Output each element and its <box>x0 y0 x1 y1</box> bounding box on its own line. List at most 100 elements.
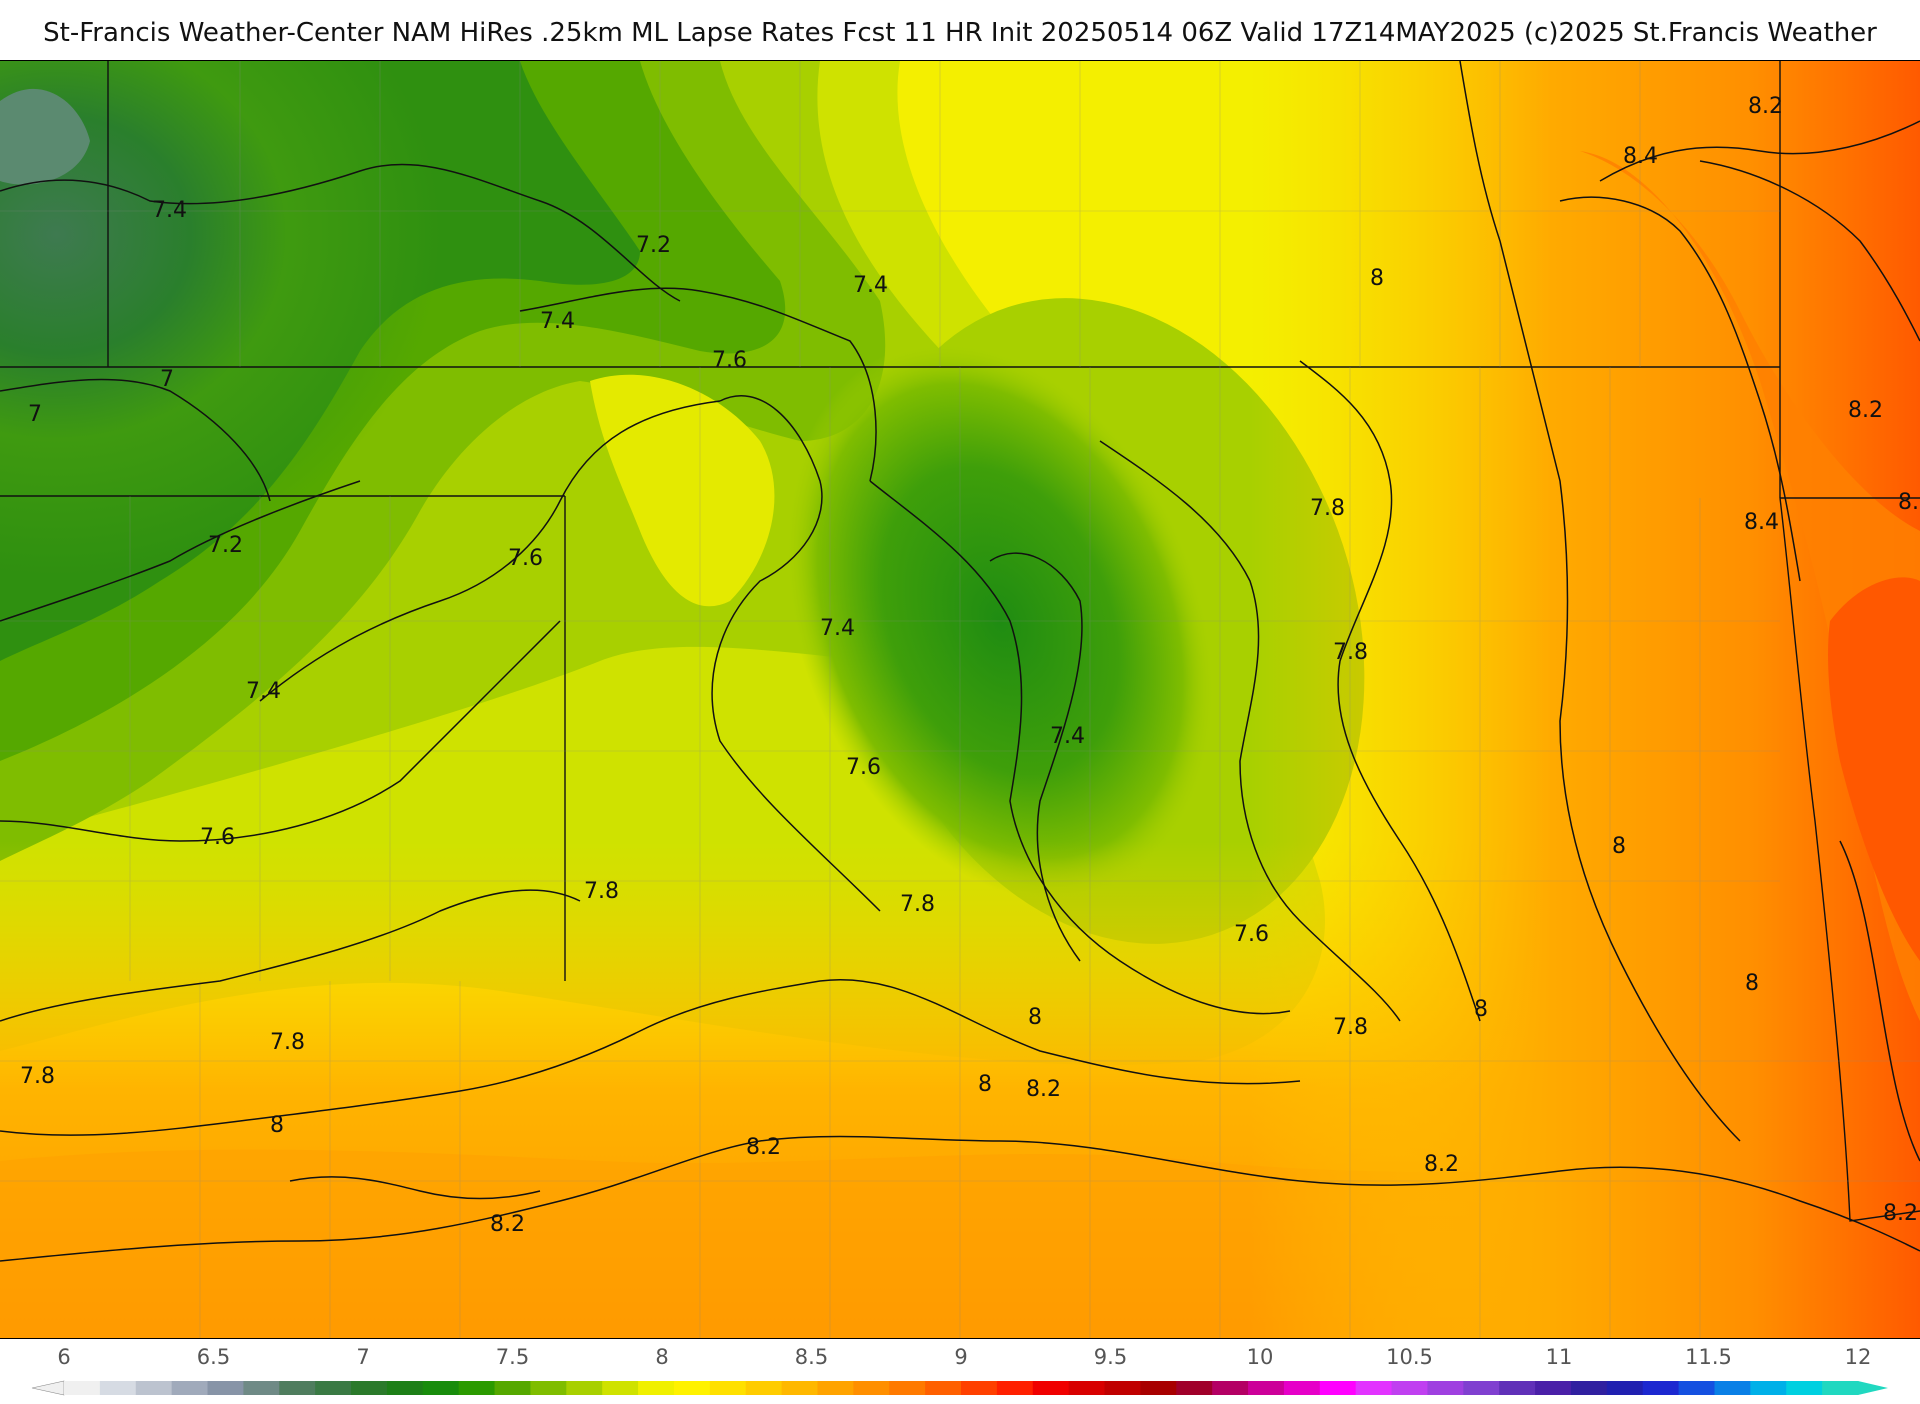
contour-7 <box>0 378 271 502</box>
colorbar-swatch <box>1750 1381 1787 1395</box>
contour-label: 8.2 <box>1848 398 1883 423</box>
colorbar-swatch <box>1068 1381 1106 1395</box>
colorbar-left-arrow <box>31 1380 65 1396</box>
contour-label: 7 <box>160 367 174 392</box>
colorbar-swatch <box>99 1381 137 1395</box>
colorbar-ticks: 6 6.5 7 7.5 8 8.5 9 9.5 10 10.5 11 11.5 12 <box>57 1345 1871 1369</box>
contour-7-4 <box>259 400 721 702</box>
contour-8-2-sw <box>289 1176 541 1200</box>
contour-label: 7.6 <box>200 825 235 850</box>
contour-label: 7.4 <box>246 679 281 704</box>
center-blob-core <box>785 341 1215 901</box>
contour-label: 8.2 <box>1883 1201 1918 1226</box>
contour-label: 7.8 <box>20 1064 55 1089</box>
contour-label: 7.8 <box>270 1030 305 1055</box>
contour-7-4-north <box>0 163 681 302</box>
colorbar-swatch <box>996 1381 1034 1395</box>
colorbar-swatch <box>1786 1381 1823 1395</box>
colorbar-swatch <box>315 1381 352 1395</box>
colorbar-tick-label: 8 <box>655 1345 668 1369</box>
colorbar-swatch <box>1606 1381 1644 1395</box>
colorbar-swatch <box>1319 1381 1357 1395</box>
contour-label: 8.4 <box>1744 510 1779 535</box>
contour-label: 8 <box>1370 266 1384 291</box>
contour-8-south <box>0 979 1301 1136</box>
contour-label: 7.2 <box>636 233 671 258</box>
contour-7-8-east <box>1099 440 1401 1022</box>
colorbar-swatch <box>279 1381 316 1395</box>
colorbar-swatch <box>961 1381 998 1395</box>
colorbar-swatch <box>745 1381 783 1395</box>
map-canvas: 7.4 7.2 7.4 7.4 7 7 7.6 7.2 7.6 7.4 7.6 7.8 7.8 7.8 8 8… <box>0 61 1920 1338</box>
yellow-tongue <box>590 374 775 607</box>
contour-labels: 7.4 7.2 7.4 7.4 7 7 7.6 7.2 7.6 7.4 7.6 7.8 7.8 7.8 8 8… <box>20 94 1920 1237</box>
colorbar: 6 6.5 7 7.5 8 8.5 9 9.5 10 10.5 11 11.5 12 <box>0 1339 1920 1400</box>
contour-label: 8.2 <box>490 1212 525 1237</box>
contour-label: 8 <box>270 1113 284 1138</box>
contour-label: 7.8 <box>1310 496 1345 521</box>
green-region-core <box>0 61 700 681</box>
colorbar-tick-label: 10.5 <box>1386 1345 1433 1369</box>
colorbar-swatch <box>1678 1381 1715 1395</box>
contour-7-8-west <box>0 889 581 1022</box>
map-title: St-Francis Weather-Center NAM HiRes .25k… <box>43 18 1877 48</box>
colorbar-swatch <box>602 1381 639 1395</box>
contour-label: 7.8 <box>584 879 619 904</box>
east-orange-band <box>1580 151 1920 1021</box>
lapse-rate-map: 7.4 7.2 7.4 7.4 7 7 7.6 7.2 7.6 7.4 7.6 7.8 7.8 7.8 8 8… <box>0 60 1920 1339</box>
colorbar-swatch <box>1212 1381 1249 1395</box>
contour-7-4-center <box>989 552 1083 962</box>
contour-label: 7.4 <box>853 273 888 298</box>
colorbar-swatch <box>1248 1381 1285 1395</box>
contour-8-4 <box>1559 196 1801 582</box>
colorbar-tick-label: 11 <box>1546 1345 1573 1369</box>
colorbar-swatch <box>1427 1381 1464 1395</box>
contour-label: 7.6 <box>712 348 747 373</box>
colorbar-swatch <box>422 1381 460 1395</box>
contour-label: 7.4 <box>820 616 855 641</box>
colorbar-swatch <box>171 1381 209 1395</box>
state-boundaries <box>0 61 1920 1222</box>
contour-label: 7.6 <box>846 755 881 780</box>
contour-label: 7.6 <box>508 546 543 571</box>
colorbar-tick-label: 7 <box>356 1345 369 1369</box>
colorbar-swatch <box>1283 1381 1321 1395</box>
contour-label: 8.2 <box>1424 1152 1459 1177</box>
colorbar-tick-label: 7.5 <box>496 1345 529 1369</box>
contour-7-6-east <box>869 480 1291 1015</box>
colorbar-right-arrow <box>1858 1381 1888 1395</box>
contour-label: 7.4 <box>540 309 575 334</box>
colorbar-swatch <box>1822 1381 1859 1395</box>
colorbar-swatch <box>1140 1381 1177 1395</box>
colorbar-swatch <box>530 1381 567 1395</box>
contour-label: 8.4 <box>1623 144 1658 169</box>
contour-8-east <box>1299 360 1481 1022</box>
colorbar-swatch <box>386 1381 424 1395</box>
colorbar-swatch <box>1355 1381 1393 1395</box>
contour-8-2-south <box>0 1135 1920 1262</box>
contour-label: 8.2 <box>1748 94 1783 119</box>
contour-7-6-center <box>711 395 881 912</box>
colorbar-swatch <box>1104 1381 1141 1395</box>
colorbar-swatch <box>673 1381 711 1395</box>
contour-8-2-se <box>1839 840 1920 1162</box>
colorbar-tick-label: 9.5 <box>1094 1345 1127 1369</box>
contour-label: 8 <box>1474 997 1488 1022</box>
colorbar-swatch <box>889 1381 926 1395</box>
contour-label: 8.2 <box>1026 1077 1061 1102</box>
contour-lines <box>0 61 1920 1262</box>
colorbar-tick-label: 12 <box>1845 1345 1872 1369</box>
contour-8-2-ne-b <box>1599 120 1920 182</box>
colorbar-swatch <box>781 1381 818 1395</box>
colorbar-swatch <box>243 1381 280 1395</box>
east-orange-field <box>1250 61 1920 1338</box>
colorbar-swatch <box>458 1381 496 1395</box>
colorbar-tick-label: 9 <box>954 1345 967 1369</box>
colorbar-swatch <box>566 1381 603 1395</box>
contour-label: 7.8 <box>1333 1015 1368 1040</box>
colorbar-canvas: 6 6.5 7 7.5 8 8.5 9 9.5 10 10.5 11 11.5 12 <box>31 1345 1888 1396</box>
contour-label: 7 <box>28 402 42 427</box>
colorbar-swatch <box>1642 1381 1680 1395</box>
contour-7-2 <box>0 480 361 622</box>
east-red-orange-core <box>1828 577 1920 961</box>
